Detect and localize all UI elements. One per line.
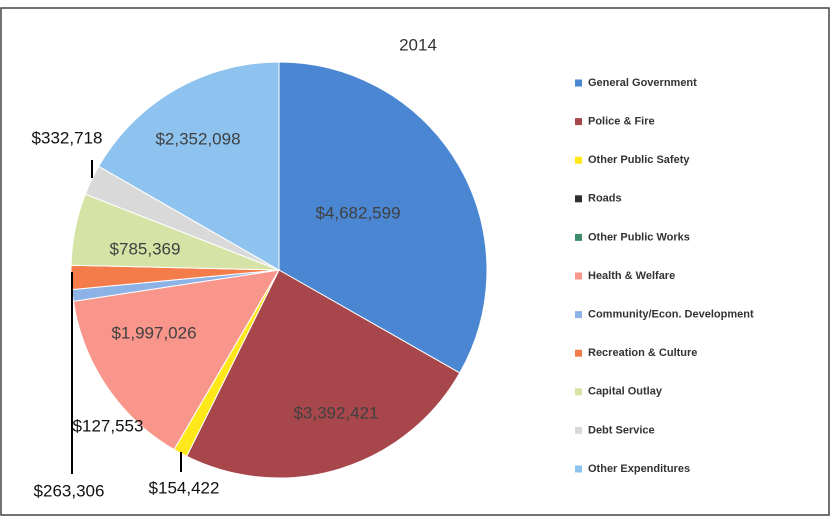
data-label: $127,553 xyxy=(73,416,144,435)
pie-slice xyxy=(72,269,280,451)
legend-swatch xyxy=(575,311,582,319)
legend-swatch xyxy=(575,233,582,241)
legend-swatch xyxy=(575,465,582,473)
legend-label: Capital Outlay xyxy=(588,386,663,398)
chart-title: 2014 xyxy=(399,35,437,54)
data-label: $154,422 xyxy=(149,478,220,497)
legend-label: Community/Econ. Development xyxy=(588,309,754,321)
legend-label: Roads xyxy=(588,193,622,205)
legend-label: Recreation & Culture xyxy=(588,347,697,359)
legend-label: Debt Service xyxy=(588,424,655,436)
legend-swatch xyxy=(575,79,582,87)
pie-slice xyxy=(97,61,280,271)
data-label: $3,392,421 xyxy=(293,403,378,422)
legend-swatch xyxy=(575,118,582,126)
data-label: $1,997,026 xyxy=(111,323,196,342)
legend-label: Other Public Safety xyxy=(588,154,690,166)
pie-slice xyxy=(278,61,488,374)
legend-swatch xyxy=(575,156,582,164)
legend-label: Health & Welfare xyxy=(588,270,675,282)
legend-label: Other Public Works xyxy=(588,231,690,243)
legend-label: General Government xyxy=(588,77,697,89)
data-label: $332,718 xyxy=(32,128,103,147)
legend-swatch xyxy=(575,272,582,280)
data-label: $4,682,599 xyxy=(315,203,400,222)
pie-slice xyxy=(185,269,461,479)
legend-swatch xyxy=(575,388,582,396)
legend-label: Police & Fire xyxy=(588,116,655,128)
legend-swatch xyxy=(575,195,582,203)
data-label: $785,369 xyxy=(110,239,181,258)
legend-label: Other Expenditures xyxy=(588,463,690,475)
data-label: $263,306 xyxy=(34,481,105,500)
legend-swatch xyxy=(575,426,582,434)
data-label: $2,352,098 xyxy=(155,129,240,148)
legend-swatch xyxy=(575,349,582,357)
